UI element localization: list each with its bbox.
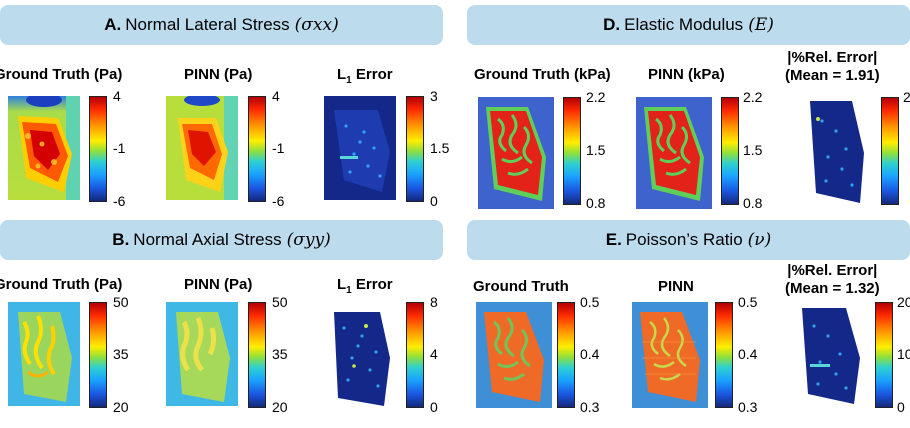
a-pinn-map [166,96,238,200]
section-d-header: D. Elastic Modulus (E) [467,5,910,45]
label-pinn: PINN (Pa) [184,66,253,83]
tick-label: 8 [430,294,438,310]
rel-error-title: |%Rel. Error| [787,262,878,279]
tick-label: -6 [113,193,126,209]
tick-label: 35 [113,346,129,362]
tick-label: 4 [272,88,280,104]
label-pinn: PINN (Pa) [184,276,253,293]
tick-label: 20 [113,399,129,415]
b-pinn-map [166,302,238,406]
tick-label: 0.3 [580,399,600,415]
tick-label: 4 [430,346,438,362]
tick-label: 0.3 [738,399,758,415]
tick-label: 2.2 [586,89,606,105]
section-title: Poisson’s Ratio [625,230,743,249]
colorbar [875,302,893,408]
b-l1-error-map [324,302,396,406]
colorbar [721,97,739,205]
a-l1-error-map [324,96,396,200]
tick-label: 20 [897,294,910,310]
tick-label: 0 [430,193,438,209]
tick-label: 0.8 [743,195,763,211]
section-letter: B. [112,230,130,249]
tick-label: 10 [897,346,910,362]
l1-subscript: 1 [346,285,352,296]
section-letter: D. [603,15,621,34]
section-title: Normal Axial Stress [133,230,282,249]
tick-label: -1 [113,140,126,156]
section-symbol: (σxx) [294,15,339,35]
tick-label: 0.8 [586,195,606,211]
label-ground-truth: Ground Truth (Pa) [0,66,123,83]
tick-label: 35 [272,346,288,362]
section-e-header: E. Poisson’s Ratio (ν) [467,220,910,260]
tick-label: -6 [272,193,285,209]
tick-label: 50 [113,294,129,310]
section-title: Normal Lateral Stress [125,15,290,34]
colorbar [248,302,266,408]
l1-suffix: Error [351,276,393,293]
l1-letter: L [337,66,347,83]
colorbar [89,302,107,408]
tick-label: 0.4 [580,346,600,362]
label-ground-truth: Ground Truth [473,278,569,295]
a-ground-truth-map [8,96,80,200]
colorbar [406,96,424,202]
d-pinn-map [636,97,712,209]
b-ground-truth-map [8,302,80,406]
colorbar [563,97,581,205]
e-pinn-map [632,302,708,408]
label-ground-truth: Ground Truth (Pa) [0,276,123,293]
colorbar [89,96,107,202]
section-letter: E. [605,230,622,249]
label-pinn: PINN [658,278,694,295]
section-b-header: B. Normal Axial Stress (σyy) [0,220,443,260]
section-letter: A. [104,15,122,34]
tick-label: 0.5 [580,294,600,310]
label-rel-error: |%Rel. Error| (Mean = 1.91) [785,49,880,85]
d-ground-truth-map [478,97,554,209]
tick-label: 0 [897,399,905,415]
tick-label: 50 [272,294,288,310]
tick-label: 0.5 [738,294,758,310]
colorbar [715,302,733,408]
e-ground-truth-map [476,302,552,408]
d-rel-error-map [806,97,868,207]
label-rel-error: |%Rel. Error| (Mean = 1.32) [785,262,880,298]
tick-label: 2.2 [743,89,763,105]
colorbar [248,96,266,202]
tick-label: 1.5 [743,142,763,158]
tick-label: -1 [272,140,285,156]
colorbar [406,302,424,408]
rel-error-mean: (Mean = 1.91) [785,67,880,84]
label-l1-error: L1 Error [337,66,393,90]
rel-error-mean: (Mean = 1.32) [785,280,880,297]
section-symbol: (σyy) [286,230,331,250]
label-pinn-kpa: PINN (kPa) [648,66,725,83]
l1-suffix: Error [351,66,393,83]
tick-label: 1.5 [430,140,450,156]
l1-subscript: 1 [346,75,352,86]
rel-error-title: |%Rel. Error| [787,49,878,66]
section-title: Elastic Modulus [624,15,744,34]
tick-label: 4 [113,88,121,104]
label-ground-truth-kpa: Ground Truth (kPa) [474,66,611,83]
section-a-header: A. Normal Lateral Stress (σxx) [0,5,443,45]
tick-label: 1.5 [586,142,606,158]
section-symbol: (E) [748,15,774,35]
e-rel-error-map [796,302,866,408]
l1-letter: L [337,276,347,293]
tick-label: 20 [272,399,288,415]
colorbar [557,302,575,408]
tick-label: 0 [430,399,438,415]
colorbar [881,97,899,205]
label-l1-error: L1 Error [337,276,393,300]
tick-label: 3 [430,88,438,104]
tick-label: 2 [903,89,910,105]
section-symbol: (ν) [747,230,772,250]
tick-label: 0.4 [738,346,758,362]
